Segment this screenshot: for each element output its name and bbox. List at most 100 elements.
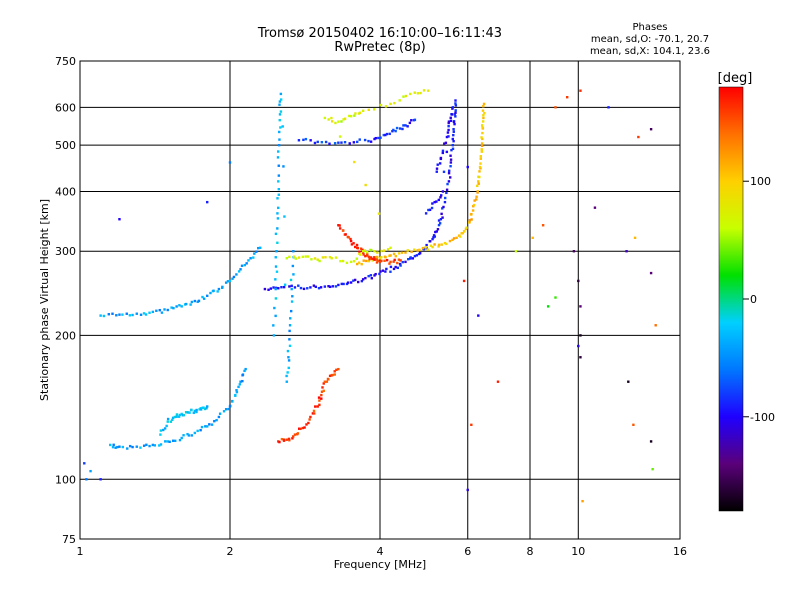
data-point [155,309,158,312]
data-point [243,263,247,267]
data-point [278,440,281,444]
data-point [464,227,468,231]
data-point [325,380,329,383]
data-point [438,162,442,165]
data-point [377,259,380,262]
data-point [430,206,434,210]
data-point [454,111,457,114]
data-point [135,312,138,315]
data-point [432,236,435,239]
data-point [429,244,433,247]
data-point [121,313,124,316]
data-point [278,130,281,134]
data-point [422,89,426,92]
data-point [338,224,341,227]
data-point [328,255,332,259]
data-point [322,382,325,385]
data-point [366,254,369,257]
data-point [202,297,206,300]
data-point [320,390,324,393]
data-point [292,250,295,253]
data-point [107,313,110,316]
data-point [328,285,332,289]
data-point [166,417,170,421]
data-point [461,231,464,235]
data-point [477,175,480,178]
data-point [275,270,279,273]
data-point [440,212,443,216]
data-point [482,116,485,120]
data-point [398,262,402,266]
data-point [465,226,468,229]
data-point [171,416,175,420]
data-point [316,405,319,408]
data-point [253,252,256,255]
data-point [385,267,388,271]
data-point [126,447,129,450]
data-point [453,122,456,126]
data-point [321,386,324,389]
data-point [446,182,449,186]
data-point [99,478,102,481]
data-point [239,268,242,271]
data-point [190,408,193,412]
data-point [259,246,262,249]
data-point [212,289,215,292]
data-point [290,300,294,303]
data-point [483,111,486,115]
data-point [393,258,396,262]
data-point [402,95,405,98]
data-point [195,408,198,412]
data-point [394,254,397,258]
data-point [445,150,449,154]
data-point [364,276,367,280]
data-point [446,131,450,134]
data-point [226,280,230,283]
data-point [180,305,183,308]
data-point [182,434,185,437]
data-point [470,212,473,216]
data-point [324,140,328,144]
data-point [308,418,311,421]
data-point [375,258,379,261]
data-point [444,141,448,145]
data-point [447,120,451,123]
data-point [247,259,250,262]
data-point [358,111,362,115]
data-point [274,232,278,236]
data-point [406,249,409,252]
data-point [277,164,280,167]
data-point [415,254,419,257]
data-point [482,104,485,108]
data-point [288,344,292,348]
data-point [350,243,354,246]
data-point [173,415,177,419]
data-point [337,367,340,371]
data-point [309,286,312,289]
data-point [274,265,278,268]
data-point [277,180,280,183]
data-point [139,313,143,316]
data-point [282,165,285,168]
data-point [395,126,399,130]
data-point [481,137,484,141]
y-tick-label: 400 [55,185,76,198]
data-point [433,235,437,238]
data-point [470,218,473,221]
data-point [447,124,450,128]
data-point [193,299,197,303]
y-tick-label: 300 [55,245,76,258]
data-point [111,445,115,449]
data-point [278,103,281,106]
data-point [283,215,286,218]
data-point [376,251,379,254]
data-point [321,256,325,259]
data-point [441,207,444,210]
y-tick-label: 500 [55,139,76,152]
y-tick-label: 200 [55,329,76,342]
data-point [442,170,446,174]
data-point [352,279,355,282]
data-point [281,125,284,128]
colorbar-tick-label: 100 [750,175,771,188]
data-point [221,285,224,289]
